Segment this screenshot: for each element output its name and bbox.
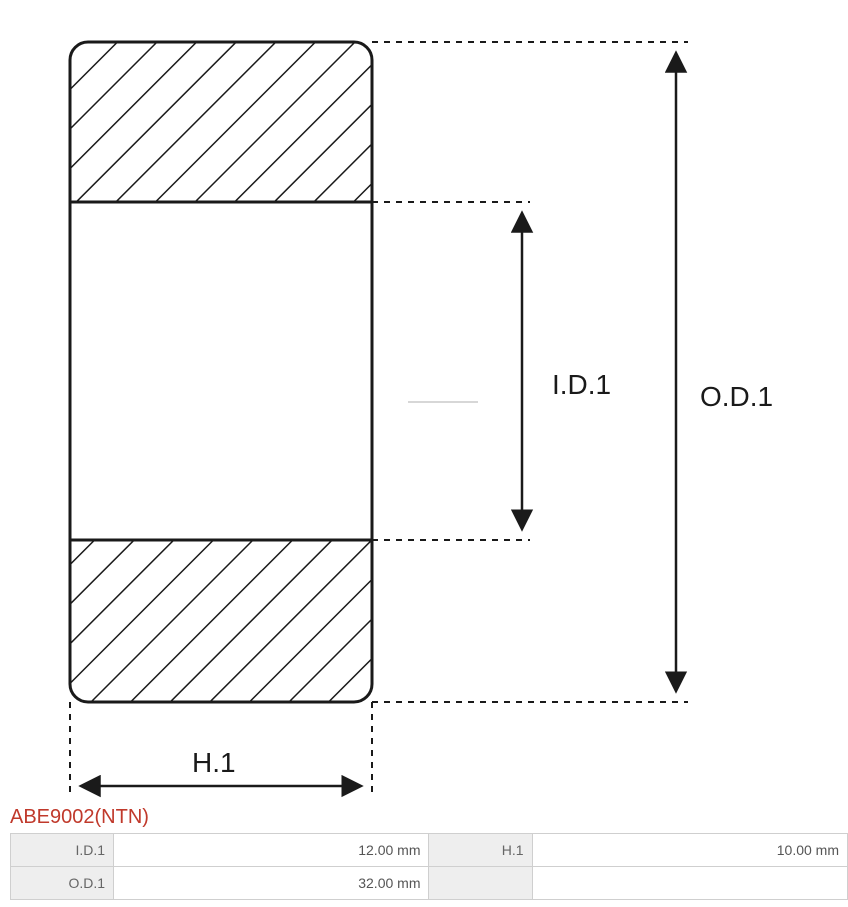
cell-value: 32.00 mm xyxy=(114,867,429,900)
spec-table: I.D.1 12.00 mm H.1 10.00 mm O.D.1 32.00 … xyxy=(10,833,848,900)
cell-value: 12.00 mm xyxy=(114,834,429,867)
part-title: ABE9002(NTN) xyxy=(10,806,848,829)
table-row: I.D.1 12.00 mm H.1 10.00 mm xyxy=(11,834,848,867)
cell-label: H.1 xyxy=(429,834,532,867)
hatch-bottom xyxy=(70,540,372,702)
cell-label xyxy=(429,867,532,900)
cell-value xyxy=(532,867,847,900)
dim-id1-label: I.D.1 xyxy=(552,369,611,400)
dim-h1-label: H.1 xyxy=(192,747,236,778)
table-row: O.D.1 32.00 mm xyxy=(11,867,848,900)
hatch-top xyxy=(70,42,372,202)
cell-label: O.D.1 xyxy=(11,867,114,900)
bearing-cross-section-diagram: I.D.1 O.D.1 H.1 xyxy=(0,0,750,800)
cell-value: 10.00 mm xyxy=(532,834,847,867)
cell-label: I.D.1 xyxy=(11,834,114,867)
dim-od1-label: O.D.1 xyxy=(700,381,773,412)
